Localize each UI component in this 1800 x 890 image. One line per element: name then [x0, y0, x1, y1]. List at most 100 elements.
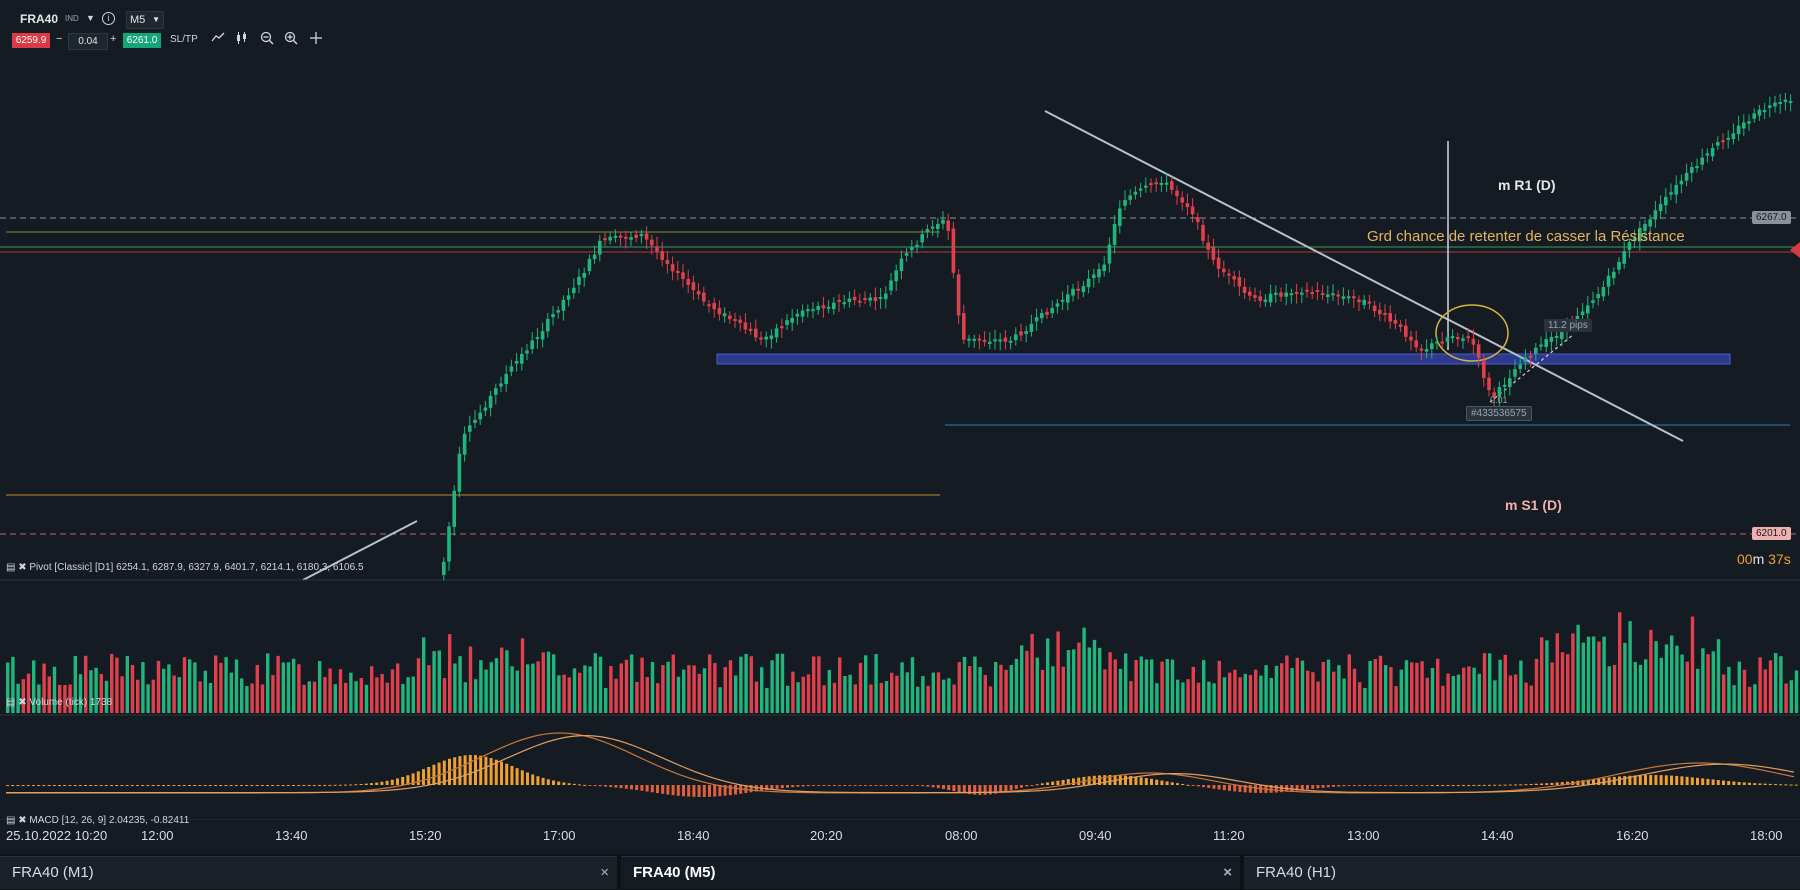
volume-bar	[676, 676, 681, 713]
macd-histogram-bar	[1618, 776, 1621, 785]
symbol-name[interactable]: FRA40	[20, 12, 59, 26]
timeframe-select[interactable]: M5 ▼	[126, 11, 164, 29]
macd-histogram-bar	[1748, 782, 1751, 785]
volume-indicator-label[interactable]: ▤ ✖ Volume (tick) 1738	[6, 697, 112, 708]
candle-body	[514, 360, 519, 364]
bid-price-button[interactable]: 6259.9	[12, 33, 50, 48]
quantity-increase-button[interactable]: +	[110, 33, 117, 45]
price-chart[interactable]	[0, 0, 1800, 820]
quantity-decrease-button[interactable]: −	[56, 33, 63, 45]
indicator-settings-icon[interactable]: ▤ ✖	[6, 815, 30, 826]
candle-body	[1014, 334, 1018, 341]
tab-label: FRA40 (M1)	[12, 864, 94, 881]
macd-histogram-bar	[588, 785, 592, 786]
volume-bar	[1654, 641, 1658, 713]
candle-body	[878, 297, 883, 300]
volume-bar	[11, 656, 15, 713]
symbol-dropdown-icon[interactable]: ▼	[86, 13, 95, 23]
macd-histogram-bar	[11, 785, 15, 786]
macd-histogram-bar	[1238, 785, 1242, 792]
volume-bar	[708, 654, 712, 713]
volume-bar	[879, 682, 883, 713]
line-chart-icon[interactable]	[210, 31, 226, 47]
candle-body	[1757, 109, 1762, 116]
pivot-indicator-label[interactable]: ▤ ✖ Pivot [Classic] [D1] 6254.1, 6287.9,…	[6, 562, 364, 573]
volume-bar	[1545, 640, 1549, 713]
macd-histogram-bar	[676, 785, 680, 796]
zoom-in-icon[interactable]	[283, 31, 299, 47]
candle-body	[982, 339, 987, 342]
macd-histogram-bar	[1503, 784, 1507, 786]
candle-body	[1710, 147, 1715, 157]
candle-body	[1450, 336, 1455, 339]
volume-bar	[1696, 668, 1700, 713]
indicator-settings-icon[interactable]: ▤ ✖	[6, 697, 30, 708]
candle-body	[722, 313, 727, 317]
candle-body	[852, 296, 857, 301]
volume-bar	[1363, 687, 1367, 713]
candle-body	[1279, 292, 1283, 297]
volume-bar	[1342, 678, 1346, 713]
quantity-input[interactable]: 0.04	[68, 33, 108, 50]
macd-histogram-bar	[858, 785, 862, 786]
volume-bar	[328, 668, 332, 713]
volume-bar	[338, 669, 343, 713]
macd-indicator-label[interactable]: ▤ ✖ MACD [12, 26, 9] 2.04235, -0.82411	[6, 815, 189, 826]
candles-icon[interactable]	[234, 31, 250, 47]
tab-fra40-m1[interactable]: FRA40 (M1) ×	[0, 856, 617, 889]
macd-histogram-bar	[578, 784, 581, 786]
zoom-out-icon[interactable]	[259, 31, 275, 47]
volume-bar	[1529, 685, 1533, 713]
candle-body	[1627, 242, 1632, 250]
macd-histogram-bar	[541, 777, 545, 785]
candle-body	[941, 219, 945, 224]
macd-histogram-bar	[349, 784, 353, 786]
close-icon[interactable]: ×	[1223, 864, 1232, 881]
macd-histogram-bar	[1222, 785, 1226, 791]
info-icon[interactable]: i	[102, 12, 115, 25]
candle-body	[748, 328, 753, 331]
candle-body	[920, 234, 924, 243]
volume-bar	[739, 656, 743, 713]
volume-bar	[962, 656, 967, 713]
candle-body	[644, 233, 649, 240]
candle-body	[1773, 102, 1777, 107]
volume-bar	[1066, 650, 1071, 713]
x-axis-tick-label: 17:00	[543, 828, 576, 843]
macd-histogram-bar	[1176, 783, 1179, 785]
candle-body	[1216, 257, 1221, 269]
candle-body	[1586, 305, 1590, 314]
macd-histogram-bar	[1774, 784, 1777, 786]
candle-body	[665, 259, 670, 264]
volume-bar	[1035, 657, 1039, 713]
macd-histogram-bar	[141, 785, 145, 786]
volume-bar	[1207, 681, 1211, 713]
macd-histogram-bar	[406, 775, 410, 785]
candle-body	[1211, 247, 1216, 260]
order-ticket-label[interactable]: #433536575	[1466, 406, 1532, 421]
macd-histogram-bar	[1290, 785, 1294, 792]
volume-bar	[1618, 612, 1622, 713]
volume-bar	[900, 662, 904, 713]
volume-bar	[1404, 660, 1409, 713]
indicator-settings-icon[interactable]: ▤ ✖	[6, 562, 30, 573]
macd-histogram-bar	[671, 785, 675, 796]
volume-bar	[832, 682, 837, 713]
close-icon[interactable]: ×	[600, 864, 609, 881]
order-qty-label: 0.01	[1490, 395, 1508, 405]
volume-bar	[531, 663, 535, 713]
volume-bar	[458, 656, 462, 713]
ask-price-button[interactable]: 6261.0	[123, 33, 161, 48]
volume-bar	[973, 656, 977, 713]
sltp-button[interactable]: SL/TP	[170, 34, 198, 45]
volume-bar	[1534, 658, 1539, 713]
macd-histogram-bar	[468, 755, 472, 785]
volume-bar	[494, 658, 499, 713]
volume-bar	[224, 657, 228, 713]
volume-bar	[318, 661, 322, 713]
crosshair-icon[interactable]	[308, 31, 324, 47]
candle-body	[873, 297, 878, 302]
tab-fra40-h1[interactable]: FRA40 (H1)	[1244, 856, 1800, 889]
tab-fra40-m5[interactable]: FRA40 (M5) ×	[621, 856, 1240, 889]
volume-bar	[271, 675, 275, 713]
